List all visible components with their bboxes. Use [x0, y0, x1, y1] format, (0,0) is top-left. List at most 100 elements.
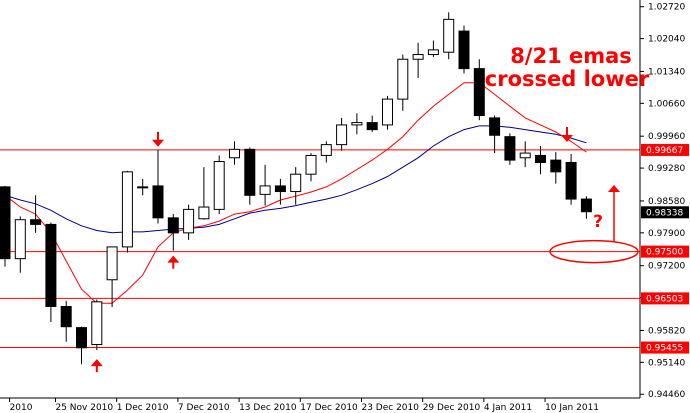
- level-label: 0.96503: [646, 294, 683, 304]
- y-tick-label: 1.01340: [648, 67, 685, 77]
- candle: [76, 326, 87, 365]
- candle-body-bear: [244, 148, 256, 196]
- candle-body-bear: [167, 217, 179, 234]
- candle: [244, 147, 256, 205]
- candle-body-bull: [91, 301, 103, 346]
- x-tick-label: 29 Dec 2010: [423, 403, 481, 413]
- level-label-bg: [641, 245, 689, 258]
- candle-body-bull: [213, 161, 225, 210]
- candle-body-bull: [229, 148, 240, 159]
- candle-body-bear: [0, 186, 11, 260]
- target-ellipse: [549, 239, 639, 264]
- candle: [412, 42, 424, 79]
- candle-body-bear: [274, 185, 286, 193]
- y-tick-label: 1.02040: [648, 35, 685, 45]
- candle: [290, 167, 302, 205]
- candle-body-bull: [519, 152, 531, 159]
- arrow-head: [90, 359, 103, 367]
- annotation-line-1: 8/21 emas: [510, 44, 632, 68]
- x-tick-label: 4 Jan 2011: [484, 403, 532, 413]
- candle-body-bull: [351, 122, 363, 126]
- candle: [183, 204, 195, 240]
- candle: [0, 185, 11, 267]
- arrow-head: [152, 139, 164, 147]
- candle: [427, 40, 439, 57]
- y-tick-label: 0.97200: [648, 262, 685, 272]
- current-price-label-bg: [641, 206, 689, 219]
- level-label-bg: [641, 292, 689, 305]
- candle: [320, 141, 332, 163]
- candle-body-bear: [366, 122, 378, 131]
- x-tick-label: 7 Dec 2010: [178, 403, 230, 413]
- candle: [397, 54, 409, 111]
- candle-body-bear: [30, 219, 42, 225]
- candle-body-bear: [504, 136, 516, 161]
- candle-body-bull: [443, 18, 455, 53]
- candle: [550, 152, 562, 184]
- candle: [152, 149, 164, 224]
- arrow-down-cross: [561, 127, 573, 143]
- y-tick-label: 1.02720: [648, 3, 685, 13]
- arrow-head: [561, 135, 573, 143]
- candle: [351, 113, 363, 135]
- candle: [198, 167, 210, 220]
- annotation-line-2: crossed lower: [485, 67, 650, 91]
- arrow-head: [608, 185, 620, 192]
- candle: [458, 25, 470, 74]
- candle-body-bear: [580, 198, 592, 213]
- candle-body-bull: [121, 171, 133, 248]
- y-tick-label: 0.99960: [648, 132, 685, 142]
- candle: [106, 246, 118, 307]
- x-tick-label: 1 Dec 2010: [117, 403, 169, 413]
- candle-body-bull: [412, 54, 424, 60]
- y-tick-label: 1.00660: [648, 99, 685, 109]
- candle: [45, 222, 57, 322]
- price-labels: 0.99667 0.97500 0.96503 0.95455 0.98338: [641, 143, 689, 354]
- level-label: 0.95455: [646, 344, 683, 354]
- arrow-head: [167, 255, 180, 263]
- level-label-bg: [641, 143, 689, 156]
- candle: [565, 154, 577, 205]
- candle: [504, 133, 516, 165]
- candle-body-bull: [290, 173, 302, 193]
- x-tick-label: 2010: [10, 403, 33, 413]
- candle: [535, 146, 546, 175]
- candle: [305, 153, 317, 182]
- candle: [519, 141, 531, 168]
- candle-body-bear: [76, 327, 87, 349]
- x-tick-label: 13 Dec 2010: [239, 403, 297, 413]
- candle: [489, 115, 501, 154]
- candle-body-bull: [14, 219, 26, 260]
- x-tick-label: 10 Jan 2011: [545, 403, 599, 413]
- candle-body-bull: [320, 144, 332, 156]
- current-price-label: 0.98338: [646, 208, 683, 218]
- candle: [366, 115, 378, 132]
- candle: [30, 195, 42, 233]
- y-tick-label: 0.95140: [648, 358, 685, 368]
- arrow-up-low: [167, 255, 180, 269]
- candle-body-bear: [489, 117, 501, 136]
- candle-body-bull: [259, 185, 271, 195]
- candle: [259, 164, 271, 206]
- candle: [336, 117, 348, 151]
- level-label-bg: [641, 341, 689, 354]
- candle-body-bull: [427, 49, 439, 56]
- x-tick-label: 25 Nov 2010: [55, 403, 113, 413]
- candle: [473, 59, 485, 121]
- candle-body-bull: [106, 246, 118, 281]
- candle: [121, 170, 133, 253]
- candle: [580, 196, 592, 219]
- candle: [91, 299, 103, 351]
- candle: [382, 95, 393, 130]
- candle-body-bull: [397, 58, 409, 100]
- arrow-up-bottom: [90, 359, 103, 373]
- x-tick-label: 17 Dec 2010: [300, 403, 358, 413]
- candle-body-bear: [60, 306, 72, 328]
- arrow-down-high: [152, 131, 164, 147]
- candle: [229, 141, 240, 165]
- candle: [443, 12, 455, 60]
- level-label: 0.97500: [646, 248, 683, 258]
